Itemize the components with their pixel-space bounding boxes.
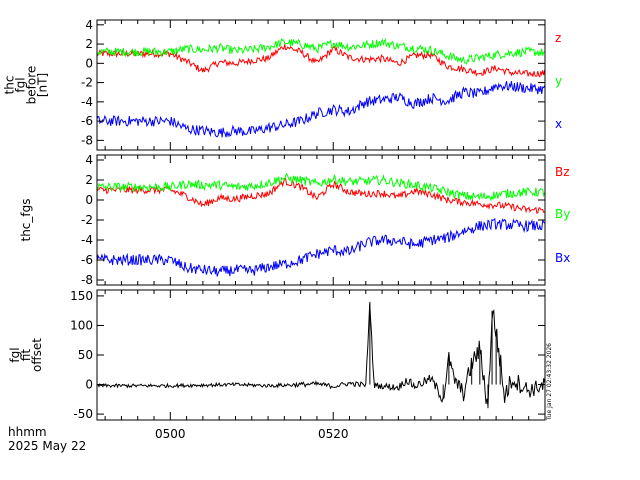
series-label-bz: Bz <box>555 165 570 179</box>
series-label-z: z <box>555 31 561 45</box>
y-tick-label: 2 <box>85 173 93 187</box>
series-label-x: x <box>555 117 562 131</box>
y-tick-label: 0 <box>85 378 93 392</box>
y-tick-label: 0 <box>85 193 93 207</box>
series-line-offset <box>97 303 545 406</box>
y-tick-label: -50 <box>73 407 93 421</box>
x-axis-units-label: hhmm <box>8 425 47 439</box>
footer-labels: hhmm 2025 May 22 Tue Jan 27 02:43:32 202… <box>8 343 553 453</box>
y-axis-label: [nT] <box>36 73 50 97</box>
y-tick-label: 0 <box>85 56 93 70</box>
panel-2: 4 2 0 -2 -4 -6 -8 thc_fgs Bz By Bx <box>19 153 570 287</box>
panel-frame <box>96 19 546 151</box>
y-tick-label: 2 <box>85 37 93 51</box>
y-tick-label: 150 <box>70 289 93 303</box>
y-axis-label: fit <box>19 349 33 362</box>
y-tick-label: -2 <box>81 213 93 227</box>
y-tick-label: -2 <box>81 76 93 90</box>
x-tick-label: 0520 <box>318 427 349 441</box>
panels-layer: 420-2-4-6-8thcfglbefore[nT]zyx420-2-4-6-… <box>3 18 571 441</box>
series-line-z <box>97 44 545 78</box>
series-label-by: By <box>555 207 570 221</box>
series-line-bz <box>97 177 545 214</box>
y-tick-label: -8 <box>81 273 93 287</box>
date-label: 2025 May 22 <box>8 439 86 453</box>
y-tick-label: 100 <box>70 318 93 332</box>
y-tick-label: -8 <box>81 133 93 147</box>
creation-timestamp: Tue Jan 27 02:43:32 2026 <box>546 343 553 421</box>
y-axis-label: offset <box>30 338 44 372</box>
series-line-x <box>97 81 545 138</box>
y-axis-label: before <box>25 66 39 105</box>
y-axis-label: thc <box>3 76 17 95</box>
y-tick-label: -4 <box>81 95 93 109</box>
y-tick-label: 4 <box>85 18 93 32</box>
series-label-y: y <box>555 74 562 88</box>
series-line-y <box>97 38 545 65</box>
y-axis-label: fgl <box>8 347 22 362</box>
y-tick-label: 50 <box>78 348 93 362</box>
y-tick-label: -4 <box>81 233 93 247</box>
series-line-by <box>97 172 545 202</box>
y-tick-label: -6 <box>81 114 93 128</box>
series-label-bx: Bx <box>555 251 570 265</box>
y-axis-label: thc_fgs <box>19 198 33 241</box>
x-tick-label: 0500 <box>155 427 186 441</box>
panel-frame <box>96 154 546 286</box>
y-axis-label: fgl <box>14 77 28 92</box>
y-tick-label: 4 <box>85 153 93 167</box>
y-tick-label: -6 <box>81 253 93 267</box>
series-line-bx <box>97 218 545 277</box>
